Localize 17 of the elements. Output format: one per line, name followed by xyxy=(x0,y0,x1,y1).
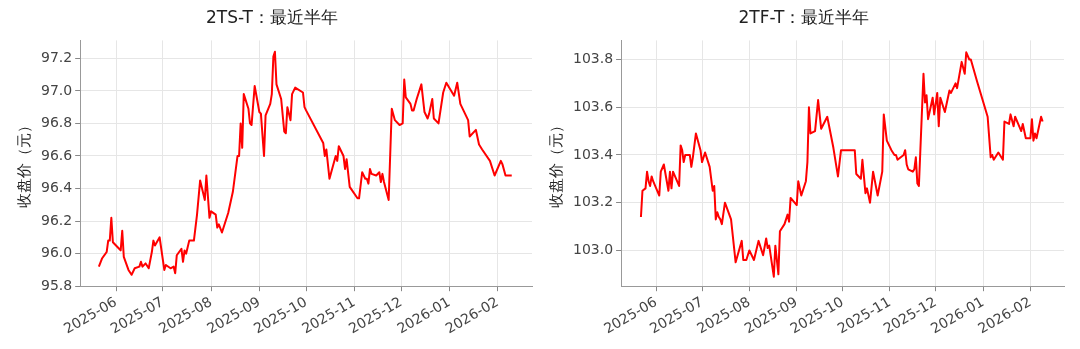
y-axis-title: 收盘价（元） xyxy=(546,118,565,209)
y-tick-label: 97.2 xyxy=(41,48,73,65)
y-tick-label: 103.8 xyxy=(572,50,614,67)
chart-title: 2TF-T：最近半年 xyxy=(738,6,870,27)
chart-title: 2TS-T：最近半年 xyxy=(206,6,338,27)
y-tick-label: 96.4 xyxy=(41,179,73,196)
y-tick-label: 103.6 xyxy=(572,97,614,114)
y-tick-label: 103.2 xyxy=(572,193,614,210)
y-axis-title: 收盘价（元） xyxy=(14,118,33,209)
y-tick-label: 103.0 xyxy=(572,241,614,258)
y-tick-label: 96.2 xyxy=(41,211,73,228)
y-tick-label: 103.4 xyxy=(572,145,614,162)
y-tick-label: 96.6 xyxy=(41,146,73,163)
y-tick-label: 95.8 xyxy=(41,276,73,293)
y-tick-label: 96.8 xyxy=(41,114,73,131)
y-tick-label: 97.0 xyxy=(41,81,73,98)
y-tick-label: 96.0 xyxy=(41,244,73,261)
